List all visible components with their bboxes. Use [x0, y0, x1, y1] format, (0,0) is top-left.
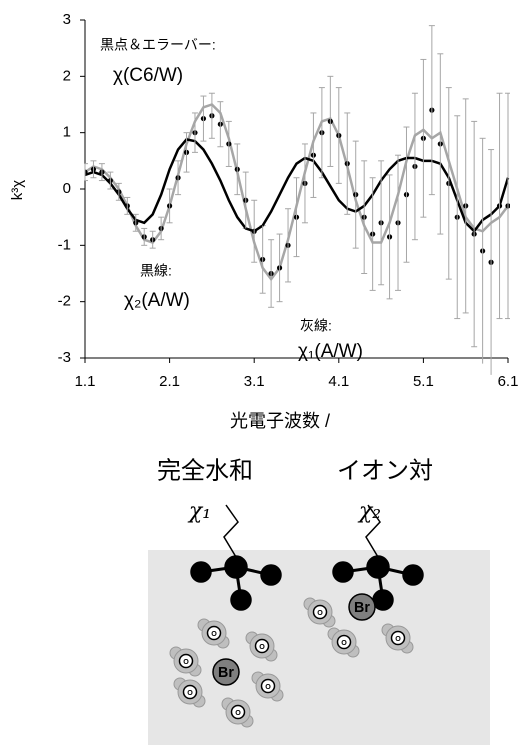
- y-tick-label: 1: [63, 124, 71, 141]
- y-tick-label: 3: [63, 11, 71, 28]
- atom: [224, 555, 248, 579]
- atom-label: O: [183, 658, 189, 666]
- atom: [260, 564, 282, 586]
- atom: [312, 604, 328, 620]
- atom: [348, 593, 376, 621]
- atom: [332, 561, 354, 583]
- legend-entry: χ₂(A/W): [124, 290, 190, 311]
- y-tick-label: -3: [58, 349, 71, 366]
- group-symbol: χ₁: [187, 499, 211, 524]
- atom-label: O: [211, 630, 217, 638]
- atom-label: C: [197, 567, 205, 579]
- y-axis-label: k³χ: [9, 180, 26, 200]
- atom-label: N: [232, 560, 241, 574]
- atom-label: O: [341, 639, 347, 647]
- atom: [182, 684, 198, 700]
- atom-label: O: [265, 683, 271, 691]
- atom-label: O: [187, 689, 193, 697]
- y-tick-label: -1: [58, 236, 71, 253]
- annotation-label: 黒線:: [140, 263, 172, 279]
- x-tick-label: 5.1: [413, 373, 434, 390]
- y-tick-label: 0: [63, 180, 71, 197]
- group-symbol: χ₂: [357, 499, 381, 524]
- atom-label: C: [267, 570, 275, 582]
- x-tick-label: 1.1: [75, 373, 96, 390]
- atom-label: Br: [218, 665, 234, 681]
- atom: [390, 630, 406, 646]
- x-axis-label: 光電子波数 /: [230, 411, 330, 431]
- alkyl-chain: [365, 504, 381, 558]
- legend-entry: χ₁(A/W): [298, 341, 363, 362]
- atom-label: O: [395, 635, 401, 643]
- atom-label: N: [374, 560, 383, 574]
- atom: [190, 561, 212, 583]
- atom: [402, 564, 424, 586]
- atom-label: O: [235, 709, 241, 717]
- group-title: イオン対: [337, 457, 433, 484]
- y-tick-label: -2: [58, 293, 71, 310]
- x-tick-label: 3.1: [244, 373, 265, 390]
- x-tick-label: 2.1: [159, 373, 180, 390]
- atom: [336, 634, 352, 650]
- x-tick-label: 6.1: [498, 373, 519, 390]
- atom: [230, 704, 246, 720]
- atom: [254, 638, 270, 654]
- atom: [366, 555, 390, 579]
- atom-label: O: [259, 643, 265, 651]
- annotation-label: 灰線:: [300, 318, 332, 334]
- series-line: [85, 138, 510, 234]
- atom: [206, 625, 222, 641]
- atom: [212, 658, 240, 686]
- atom: [260, 678, 276, 694]
- atom-label: C: [409, 570, 417, 582]
- atom-label: C: [379, 595, 387, 607]
- y-tick-label: 2: [63, 67, 71, 84]
- group-title: 完全水和: [157, 457, 253, 484]
- atom-label: C: [339, 567, 347, 579]
- atom-label: O: [317, 609, 323, 617]
- atom: [230, 589, 252, 611]
- legend-entry: χ(C6/W): [113, 65, 183, 86]
- x-tick-label: 4.1: [328, 373, 349, 390]
- data-point: [85, 169, 88, 175]
- alkyl-chain: [223, 504, 239, 558]
- atom: [178, 653, 194, 669]
- surface-region: [148, 550, 490, 745]
- atom-label: C: [237, 595, 245, 607]
- atom-label: Br: [354, 600, 370, 616]
- annotation-label: 黒点＆エラーバー:: [100, 37, 216, 53]
